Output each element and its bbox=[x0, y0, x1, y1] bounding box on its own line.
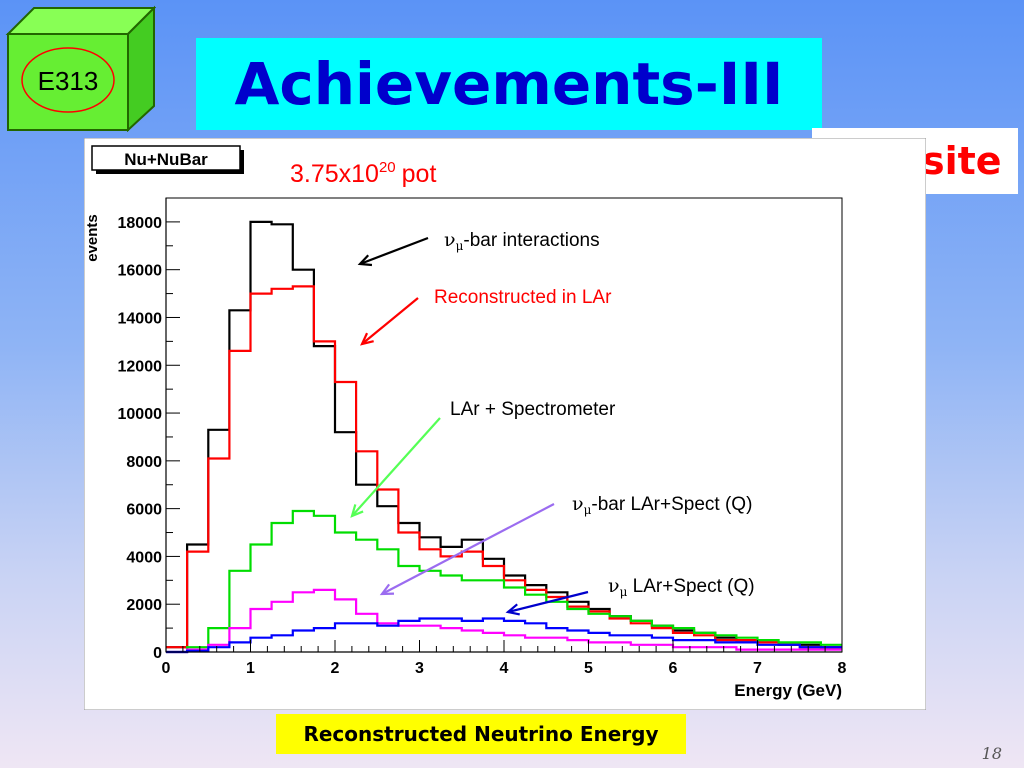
annotation-4: νμ LAr+Spect (Q) bbox=[505, 575, 755, 616]
arrow-head bbox=[379, 583, 395, 596]
histogram-series-1 bbox=[166, 285, 842, 649]
x-tick-label: 2 bbox=[331, 660, 340, 677]
histogram-chart: Nu+NuBar 3.75x1020 pot 0 1 2 3 4 5 6 7 8 0 2000 4000… bbox=[83, 137, 927, 711]
pot-exponent: 20 bbox=[379, 159, 396, 176]
page-number: 18 bbox=[981, 744, 1002, 763]
axis-layer: 0 1 2 3 4 5 6 7 8 0 2000 4000 6000 8000 10000 12000 1400… bbox=[118, 197, 847, 677]
annotation-label: νμ-bar LAr+Spect (Q) bbox=[572, 493, 752, 517]
annotation-2: LAr + Spectrometer bbox=[350, 399, 616, 518]
x-axis-label: Energy (GeV) bbox=[734, 681, 842, 700]
annotation-label: νμ LAr+Spect (Q) bbox=[608, 575, 755, 599]
arrow-head bbox=[350, 504, 364, 518]
caption-text: Reconstructed Neutrino Energy bbox=[303, 722, 659, 746]
annotation-1: Reconstructed in LAr bbox=[360, 287, 612, 346]
y-tick-label: 10000 bbox=[118, 406, 163, 423]
annotation-arrow bbox=[381, 503, 555, 595]
e313-cube-logo: E313 bbox=[5, 5, 156, 132]
annotation-label: Reconstructed in LAr bbox=[434, 287, 612, 308]
slide-title-box: Achievements-III bbox=[196, 38, 822, 130]
y-tick-label: 18000 bbox=[118, 215, 163, 232]
x-tick-label: 5 bbox=[584, 660, 593, 677]
x-tick-label: 7 bbox=[753, 660, 762, 677]
x-tick-label: 4 bbox=[500, 660, 509, 677]
pot-label: 3.75x1020 pot bbox=[290, 159, 436, 188]
chart-panel: Nu+NuBar 3.75x1020 pot 0 1 2 3 4 5 6 7 8 0 2000 4000… bbox=[83, 137, 927, 711]
annotation-arrow bbox=[361, 297, 419, 345]
annotation-label: LAr + Spectrometer bbox=[450, 399, 616, 420]
y-tick-label: 12000 bbox=[118, 358, 163, 375]
arrow-head bbox=[360, 332, 374, 346]
arrow-head bbox=[357, 254, 373, 267]
histogram-series-3 bbox=[166, 588, 842, 654]
arrow-head bbox=[505, 603, 520, 616]
y-tick-label: 0 bbox=[153, 645, 162, 662]
slide-title: Achievements-III bbox=[234, 50, 784, 118]
annotation-label: νμ-bar interactions bbox=[444, 229, 600, 253]
x-tick-label: 3 bbox=[415, 660, 424, 677]
annotation-arrow bbox=[351, 417, 441, 517]
pot-base: 3.75x10 bbox=[290, 160, 379, 188]
histogram-series-4 bbox=[166, 617, 842, 654]
chart-title: Nu+NuBar bbox=[124, 150, 208, 169]
x-tick-label: 0 bbox=[162, 660, 171, 677]
badge-label: E313 bbox=[38, 66, 99, 96]
caption-box: Reconstructed Neutrino Energy bbox=[276, 714, 686, 754]
y-tick-label: 2000 bbox=[126, 597, 162, 614]
histogram-series-2 bbox=[166, 509, 842, 654]
pot-unit: pot bbox=[402, 160, 437, 188]
y-tick-label: 14000 bbox=[118, 310, 163, 327]
annotation-3: νμ-bar LAr+Spect (Q) bbox=[379, 493, 752, 596]
annotation-arrow bbox=[507, 590, 589, 614]
y-axis-label: events bbox=[84, 214, 101, 262]
annotation-layer: νμ-bar interactions Reconstructed in LAr L… bbox=[350, 229, 755, 616]
y-tick-label: 8000 bbox=[126, 454, 162, 471]
x-tick-label: 8 bbox=[838, 660, 847, 677]
x-tick-label: 1 bbox=[246, 660, 255, 677]
annotation-0: νμ-bar interactions bbox=[357, 229, 600, 267]
histogram-layer bbox=[166, 220, 842, 654]
y-tick-label: 4000 bbox=[126, 549, 162, 566]
y-tick-label: 16000 bbox=[118, 263, 163, 280]
x-tick-label: 6 bbox=[669, 660, 678, 677]
y-tick-label: 6000 bbox=[126, 502, 162, 519]
annotation-arrow bbox=[359, 236, 429, 266]
